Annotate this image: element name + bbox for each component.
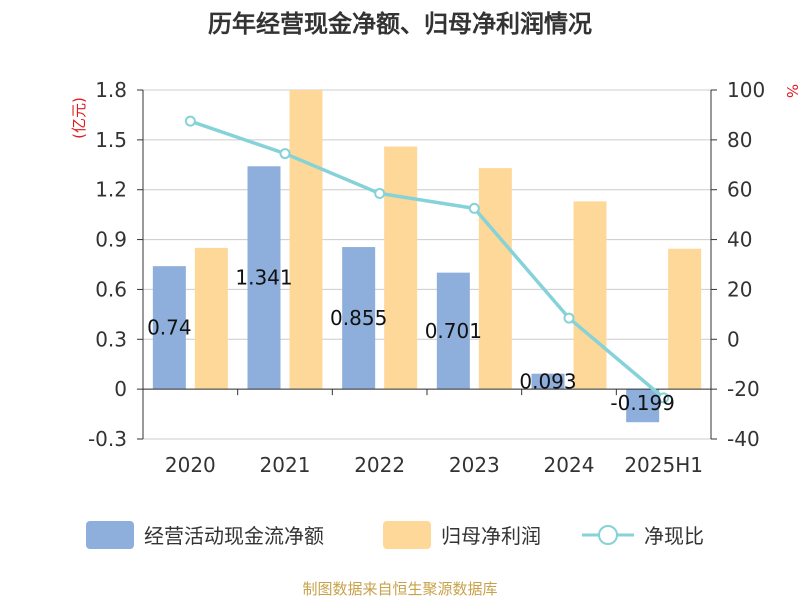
line-layer [184,115,670,404]
bar-profit [194,247,228,390]
bar-cashflow [436,272,470,390]
right-axis-unit: % [783,84,800,98]
axis-layer: 1.8 1.5 1.2 0.9 0.6 0.3 0 -0.3 100 80 60 40 20 0 -20 -4… [88,78,765,477]
x-tick-label: 2023 [449,453,500,477]
right-tick-label: 60 [727,178,752,202]
ratio-line [189,119,665,400]
x-tick-label: 2025H1 [624,453,703,477]
bar-profit [289,90,323,390]
data-label-cashflow: 0.74 [147,316,192,340]
bar-cashflow [152,266,186,390]
left-tick-label: 1.5 [95,128,127,152]
left-tick-label: 1.2 [95,178,127,202]
bar-profit [478,168,512,390]
left-tick-label: -0.3 [88,427,127,451]
left-tick-label: 1.8 [95,78,127,102]
ratio-point [279,148,291,160]
ratio-point [468,202,480,214]
x-tick-label: 2022 [354,453,405,477]
right-tick-label: -20 [727,377,760,401]
bar-profit [384,146,418,390]
data-label-cashflow: 1.341 [235,266,292,290]
data-label-cashflow: 0.093 [519,369,576,393]
data-label-cashflow: -0.199 [610,391,674,415]
ratio-point [184,115,196,127]
legend-label-ratio: 净现比 [644,524,704,548]
bar-profit [668,248,702,390]
bar-cashflow [626,389,660,423]
left-tick-label: 0.6 [95,277,127,301]
x-tick-label: 2020 [165,453,216,477]
legend: 经营活动现金流净额 归母净利润 净现比 [86,521,704,549]
right-tick-label: 0 [727,327,740,351]
legend-label-cashflow: 经营活动现金流净额 [144,524,324,548]
data-label-cashflow: 0.701 [425,319,482,343]
left-tick-label: 0.3 [95,327,127,351]
left-tick-label: 0.9 [95,228,127,252]
legend-swatch-profit [383,521,431,549]
ratio-point [374,187,386,199]
legend-marker-ratio [598,525,618,545]
bar-cashflow [247,166,281,390]
right-tick-label: -40 [727,427,760,451]
right-tick-label: 40 [727,228,752,252]
left-tick-label: 0 [114,377,127,401]
grid-layer [143,89,711,440]
legend-label-profit: 归母净利润 [441,524,541,548]
right-tick-label: 100 [727,78,765,102]
bar-cashflow [531,373,565,390]
right-tick-label: 20 [727,277,752,301]
left-axis-unit: (亿元) [70,97,88,139]
ratio-point [658,392,670,404]
chart-title: 历年经营现金净额、归母净利润情况 [208,10,592,38]
bar-layer [152,90,702,423]
right-tick-label: 80 [727,128,752,152]
bar-cashflow [342,247,376,390]
legend-swatch-cashflow [86,521,134,549]
x-tick-label: 2024 [544,453,595,477]
data-label-cashflow: 0.855 [330,306,387,330]
bar-profit [573,201,607,390]
label-layer: 0.74 1.341 0.855 0.701 0.093 -0.199 [147,266,675,416]
x-tick-label: 2021 [260,453,311,477]
source-note: 制图数据来自恒生聚源数据库 [302,580,497,598]
ratio-point [563,312,575,324]
